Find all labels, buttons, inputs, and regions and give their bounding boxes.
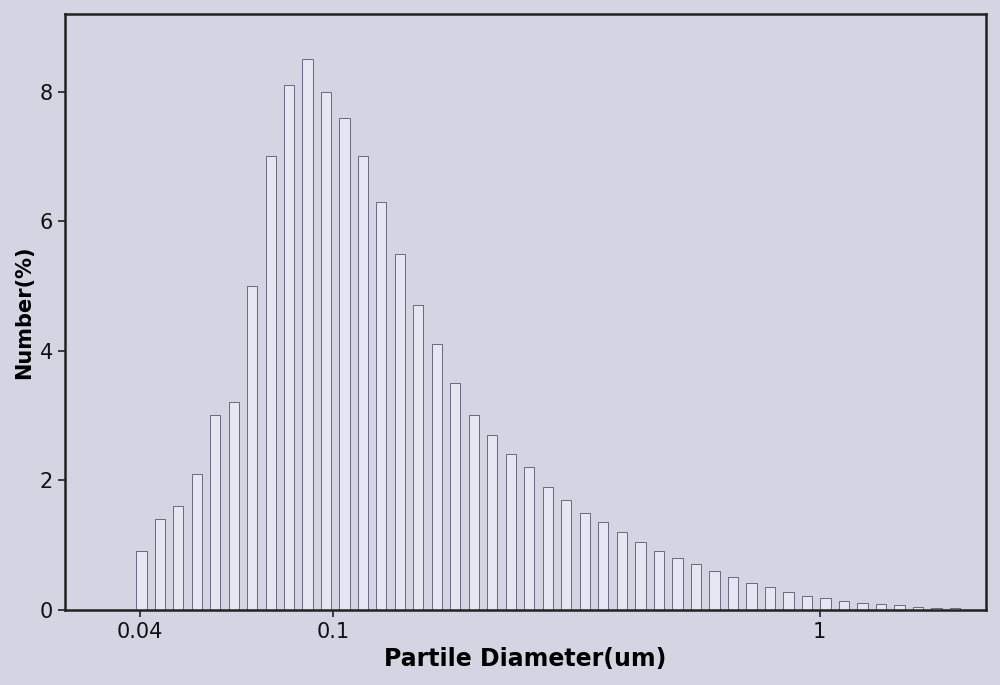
Bar: [765, 587, 775, 610]
Bar: [266, 156, 276, 610]
Bar: [672, 558, 683, 610]
Bar: [802, 595, 812, 610]
Bar: [229, 403, 239, 610]
Bar: [857, 603, 868, 610]
Bar: [469, 415, 479, 610]
Bar: [839, 601, 849, 610]
Bar: [931, 608, 942, 610]
Bar: [450, 383, 460, 610]
Bar: [820, 598, 831, 610]
Bar: [913, 606, 923, 610]
Bar: [136, 551, 147, 610]
Bar: [950, 608, 960, 610]
Bar: [617, 532, 627, 610]
Bar: [561, 499, 571, 610]
Bar: [598, 523, 608, 610]
Bar: [302, 59, 313, 610]
Bar: [376, 201, 386, 610]
Bar: [691, 564, 701, 610]
Bar: [321, 92, 331, 610]
X-axis label: Partile Diameter(um): Partile Diameter(um): [384, 647, 667, 671]
Bar: [783, 592, 794, 610]
Bar: [358, 156, 368, 610]
Bar: [506, 454, 516, 610]
Bar: [155, 519, 165, 610]
Bar: [432, 344, 442, 610]
Bar: [580, 512, 590, 610]
Bar: [192, 474, 202, 610]
Bar: [709, 571, 720, 610]
Bar: [728, 577, 738, 610]
Bar: [894, 606, 905, 610]
Bar: [635, 542, 646, 610]
Bar: [247, 286, 257, 610]
Bar: [487, 435, 497, 610]
Bar: [746, 582, 757, 610]
Bar: [395, 253, 405, 610]
Bar: [284, 85, 294, 610]
Bar: [524, 467, 534, 610]
Bar: [543, 486, 553, 610]
Bar: [413, 306, 423, 610]
Bar: [876, 604, 886, 610]
Bar: [654, 551, 664, 610]
Bar: [173, 506, 183, 610]
Bar: [339, 118, 350, 610]
Y-axis label: Number(%): Number(%): [14, 245, 34, 379]
Bar: [210, 415, 220, 610]
